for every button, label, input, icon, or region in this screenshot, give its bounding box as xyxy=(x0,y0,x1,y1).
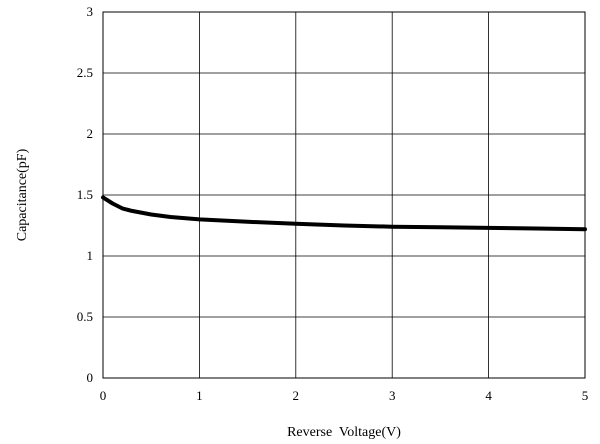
y-tick-label: 0.5 xyxy=(77,309,93,324)
y-tick-label: 2 xyxy=(87,126,94,141)
y-tick-label: 3 xyxy=(87,4,94,19)
x-tick-label: 2 xyxy=(293,388,300,403)
y-axis-label: Capacitance(pF) xyxy=(15,148,30,241)
y-tick-label: 0 xyxy=(87,370,94,385)
x-tick-label: 3 xyxy=(389,388,396,403)
x-tick-labels: 0 1 2 3 4 5 xyxy=(100,388,589,403)
y-tick-labels: 0 0.5 1 1.5 2 2.5 3 xyxy=(77,4,93,385)
y-tick-label: 1.5 xyxy=(77,187,93,202)
x-tick-label: 1 xyxy=(196,388,203,403)
y-tick-label: 1 xyxy=(87,248,94,263)
x-axis-label: Reverse Voltage(V) xyxy=(287,425,401,440)
grid-lines xyxy=(102,11,586,379)
capacitance-series-line xyxy=(101,195,587,232)
x-tick-label: 0 xyxy=(100,388,107,403)
x-tick-label: 4 xyxy=(485,388,492,403)
plot-area-frame xyxy=(102,11,586,379)
x-tick-label: 5 xyxy=(582,388,589,403)
series-layer xyxy=(101,195,587,232)
y-tick-label: 2.5 xyxy=(77,65,93,80)
